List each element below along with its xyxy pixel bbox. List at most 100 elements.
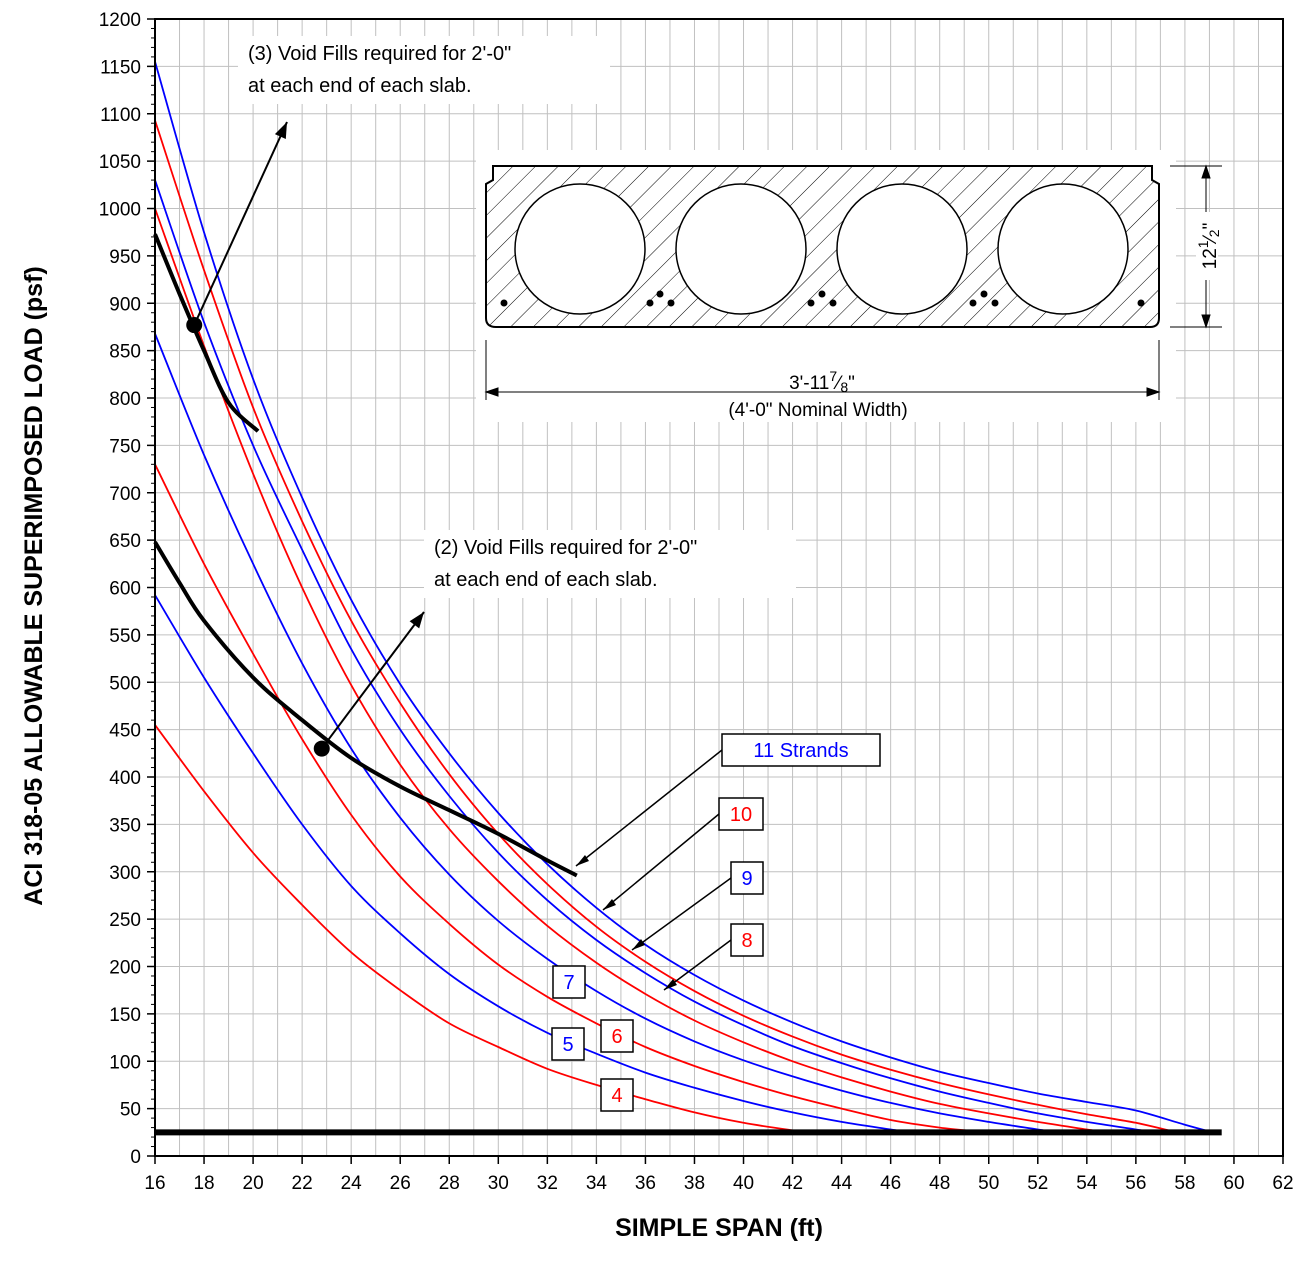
x-tick-label: 60 (1223, 1173, 1244, 1194)
nominal-width-label: (4'-0" Nominal Width) (728, 400, 907, 421)
x-tick-label: 18 (193, 1173, 214, 1194)
x-tick-label: 58 (1174, 1173, 1195, 1194)
width-label: 3'-117⁄8" (789, 368, 855, 395)
x-tick-label: 20 (243, 1173, 264, 1194)
y-tick-label: 950 (109, 247, 141, 268)
annotation-3-line1: (3) Void Fills required for 2'-0" (248, 43, 511, 65)
y-tick-label: 350 (109, 815, 141, 836)
y-tick-label: 400 (109, 768, 141, 789)
limit-curve-3-void (153, 233, 260, 433)
svg-text:9: 9 (741, 868, 752, 890)
void-circle (675, 183, 807, 315)
y-tick-label: 0 (130, 1147, 141, 1168)
series-label-4: 4 (600, 1078, 634, 1112)
svg-text:4: 4 (611, 1085, 622, 1107)
svg-text:8: 8 (741, 930, 752, 952)
annotation-2-line1: (2) Void Fills required for 2'-0" (434, 537, 697, 559)
width-dimension (484, 340, 1161, 400)
annotation-3-arrow-head (274, 122, 287, 139)
svg-text:5: 5 (562, 1034, 573, 1056)
void-circle (836, 183, 968, 315)
y-tick-label: 1100 (100, 105, 141, 126)
y-tick-label: 600 (109, 579, 141, 600)
limit-curves-layer (153, 233, 578, 878)
axis-ticks: 16 18 20 22 24 26 28 30 32 34 36 38 40 42 44 46 48 50 52 54… (99, 10, 1294, 1194)
series-label-6: 6 (600, 1019, 634, 1053)
x-tick-label: 46 (880, 1173, 901, 1194)
slab-outline (485, 165, 1160, 328)
x-tick-label: 54 (1076, 1173, 1098, 1194)
svg-text:10: 10 (730, 804, 752, 826)
x-tick-label: 62 (1272, 1173, 1293, 1194)
y-tick-label: 150 (109, 1005, 141, 1026)
svg-text:7: 7 (563, 972, 574, 994)
y-tick-label: 850 (109, 342, 141, 363)
annotation-2-arrow (320, 611, 425, 750)
x-tick-label: 36 (635, 1173, 656, 1194)
annotation-2-marker (313, 740, 330, 757)
series-line-11-strands (154, 61, 1210, 1133)
y-tick-label: 100 (109, 1052, 141, 1073)
y-tick-label: 300 (109, 863, 141, 884)
void-circle (997, 183, 1129, 315)
x-tick-label: 52 (1027, 1173, 1048, 1194)
x-tick-label: 24 (341, 1173, 363, 1194)
strand-dots (500, 290, 1145, 307)
x-tick-label: 28 (439, 1173, 460, 1194)
y-axis-title: ACI 318-05 ALLOWABLE SUPERIMPOSED LOAD (… (20, 266, 48, 905)
series-line-7 (154, 333, 1051, 1133)
x-tick-label: 22 (292, 1173, 313, 1194)
svg-text:6: 6 (611, 1026, 622, 1048)
x-tick-label: 56 (1125, 1173, 1146, 1194)
svg-text:11 Strands: 11 Strands (753, 740, 848, 762)
series-line-8 (154, 208, 1100, 1133)
series-label-8: 8 (663, 923, 764, 991)
y-tick-label: 1000 (99, 200, 141, 221)
series-label-7: 7 (552, 965, 586, 999)
annotation-2-void-fills: (2) Void Fills required for 2'-0" at eac… (424, 530, 796, 598)
slab-section-inset: 3'-117⁄8" (4'-0" Nominal Width) 121⁄2" (476, 150, 1222, 422)
series-line-10 (154, 120, 1173, 1133)
x-axis-title: SIMPLE SPAN (ft) (615, 1214, 823, 1242)
annotation-3-arrow (193, 121, 288, 326)
y-tick-label: 750 (109, 436, 141, 457)
annotation-arrows (186, 121, 425, 757)
series-line-6 (154, 463, 977, 1133)
y-tick-label: 650 (109, 531, 141, 552)
x-tick-label: 26 (390, 1173, 411, 1194)
limit-curve-2-void (153, 540, 578, 878)
annotation-2-arrow-head (409, 612, 424, 629)
y-tick-label: 200 (109, 958, 141, 979)
series-label-9: 9 (631, 861, 764, 951)
x-tick-label: 34 (586, 1173, 608, 1194)
series-label-11: 11 Strands (575, 733, 881, 867)
x-tick-label: 48 (929, 1173, 950, 1194)
x-tick-label: 32 (537, 1173, 558, 1194)
x-tick-label: 16 (144, 1173, 165, 1194)
series-line-4 (154, 724, 793, 1132)
y-tick-label: 50 (120, 1100, 141, 1121)
series-label-10: 10 (602, 797, 764, 911)
y-tick-label: 700 (109, 484, 141, 505)
depth-label: 121⁄2" (1195, 223, 1222, 270)
y-tick-label: 550 (109, 626, 141, 647)
x-tick-label: 38 (684, 1173, 705, 1194)
y-tick-label: 1200 (99, 10, 141, 31)
annotation-3-line2: at each end of each slab. (248, 75, 472, 97)
x-tick-label: 30 (488, 1173, 509, 1194)
y-tick-label: 900 (109, 294, 141, 315)
y-tick-label: 1150 (100, 57, 141, 78)
y-tick-label: 250 (109, 910, 141, 931)
y-tick-label: 450 (109, 721, 141, 742)
annotation-3-void-fills: (3) Void Fills required for 2'-0" at eac… (238, 36, 610, 104)
x-tick-label: 44 (831, 1173, 853, 1194)
void-circle (514, 183, 646, 315)
annotation-3-marker (186, 317, 203, 334)
series-label-5: 5 (551, 1027, 585, 1061)
y-tick-label: 800 (109, 389, 141, 410)
series-line-9 (154, 179, 1149, 1133)
x-tick-label: 42 (782, 1173, 803, 1194)
y-tick-label: 500 (109, 673, 141, 694)
annotation-2-line2: at each end of each slab. (434, 569, 658, 591)
